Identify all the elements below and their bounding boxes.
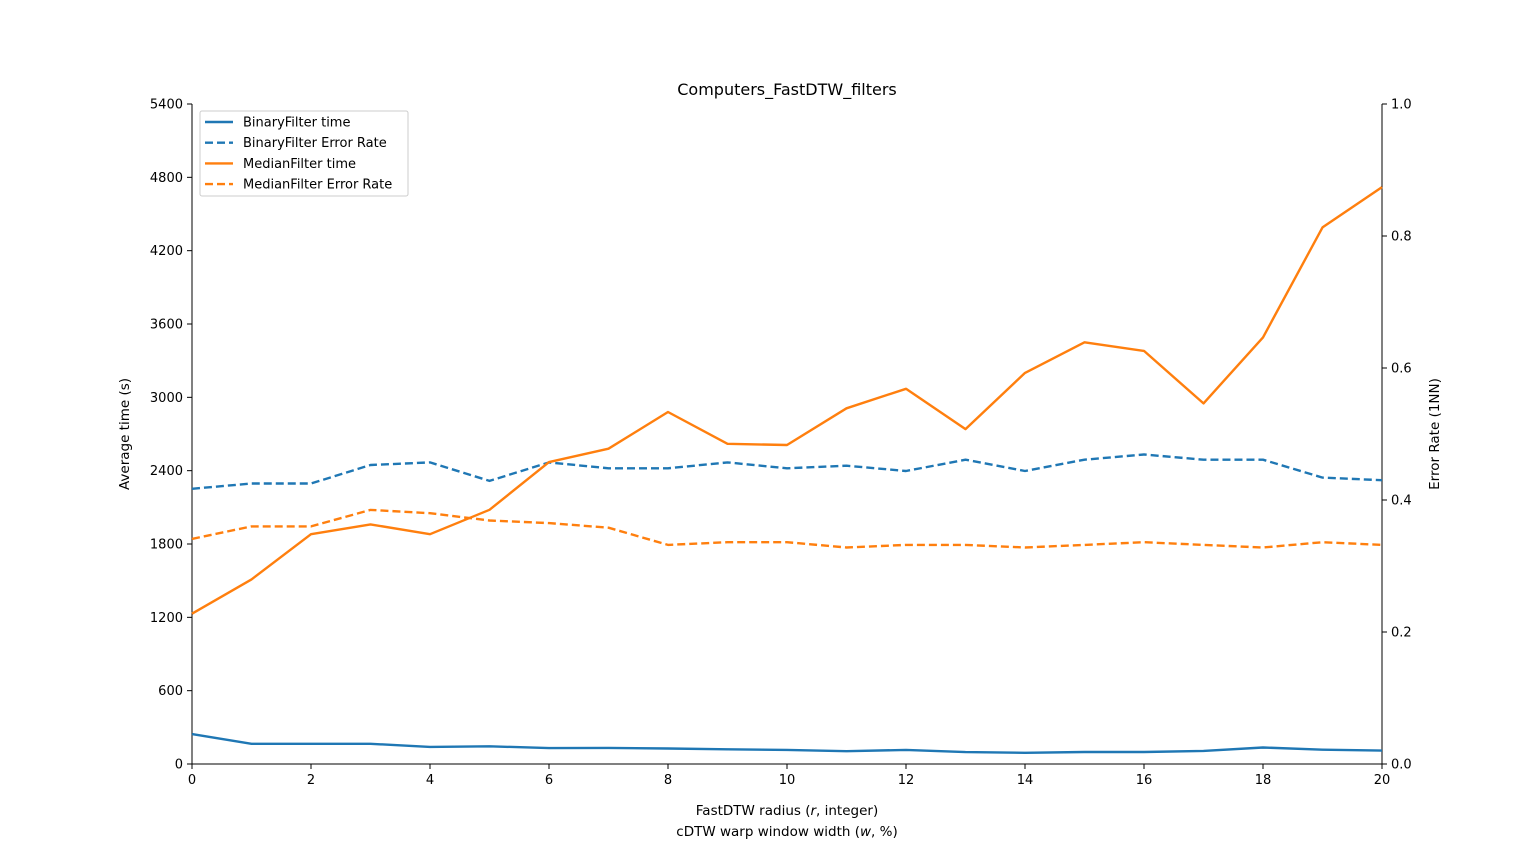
y-axis-label-right: Error Rate (1NN) xyxy=(1427,378,1443,490)
legend-label: MedianFilter Error Rate xyxy=(243,178,392,193)
y-tick-label-left: 2400 xyxy=(150,464,183,479)
y-axis-label-left: Average time (s) xyxy=(117,378,133,490)
y-tick-label-right: 0.8 xyxy=(1391,230,1412,245)
x-tick-label: 18 xyxy=(1255,773,1272,788)
legend-label: BinaryFilter Error Rate xyxy=(243,136,387,151)
y-tick-label-left: 0 xyxy=(175,758,183,773)
y-tick-label-left: 4200 xyxy=(150,244,183,259)
y-tick-label-left: 5400 xyxy=(150,98,183,113)
x-tick-label: 2 xyxy=(307,773,315,788)
x-axis-label: FastDTW radius (r, integer) xyxy=(696,803,878,819)
x-axis-label-secondary: cDTW warp window width (w, %) xyxy=(676,824,897,840)
x-tick-label: 14 xyxy=(1017,773,1034,788)
series-line-medianfilter-time xyxy=(191,186,1383,615)
x-tick-label: 0 xyxy=(188,773,196,788)
series-layer xyxy=(191,186,1383,754)
y-tick-label-right: 0.2 xyxy=(1391,626,1412,641)
legend-label: MedianFilter time xyxy=(243,157,356,172)
legend-label: BinaryFilter time xyxy=(243,116,350,131)
y-tick-label-right: 0.4 xyxy=(1391,494,1412,509)
x-tick-label: 4 xyxy=(426,773,434,788)
axes: 0 2 4 6 8 10 12 14 16 18 20 0 600 1200 1800 2400 3000 360… xyxy=(150,98,1412,789)
y-tick-label-left: 1200 xyxy=(150,611,183,626)
y-tick-label-left: 600 xyxy=(158,684,183,699)
series-line-binaryfilter-error-rate xyxy=(191,453,1383,490)
x-tick-label: 8 xyxy=(664,773,672,788)
x-tick-label: 16 xyxy=(1136,773,1153,788)
legend-box xyxy=(199,110,409,197)
y-tick-label-left: 3600 xyxy=(150,318,183,333)
x-tick-label: 20 xyxy=(1374,773,1391,788)
y-tick-label-left: 1800 xyxy=(150,538,183,553)
y-tick-label-right: 1.0 xyxy=(1391,98,1412,113)
x-tick-label: 10 xyxy=(779,773,796,788)
y-tick-label-left: 4800 xyxy=(150,171,183,186)
x-tick-label: 12 xyxy=(898,773,915,788)
chart-title: Computers_FastDTW_filters xyxy=(677,80,897,100)
x-tick-label: 6 xyxy=(545,773,553,788)
series-line-binaryfilter-time xyxy=(191,732,1383,754)
y-tick-label-left: 3000 xyxy=(150,391,183,406)
y-tick-label-right: 0.0 xyxy=(1391,758,1412,773)
series-line-medianfilter-error-rate xyxy=(191,508,1383,549)
y-tick-label-right: 0.6 xyxy=(1391,362,1412,377)
legend: BinaryFilter time BinaryFilter Error Rate… xyxy=(199,110,409,197)
